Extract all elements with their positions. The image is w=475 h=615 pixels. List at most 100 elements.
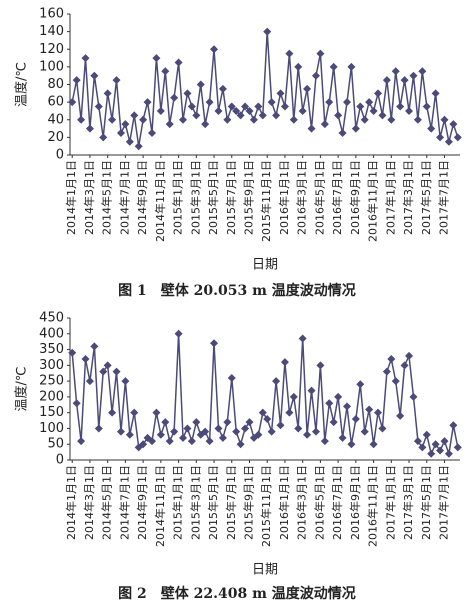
point-marker	[174, 329, 183, 338]
point-marker	[170, 427, 179, 436]
point-marker	[227, 102, 236, 111]
point-marker	[147, 437, 156, 446]
x-tick-label: 2017年1月1日	[383, 160, 397, 235]
point-marker	[125, 430, 134, 439]
point-marker	[94, 424, 103, 433]
x-tick-label: 2015年11月1日	[259, 465, 273, 547]
y-tick-label: 160	[39, 7, 64, 22]
point-marker	[294, 424, 303, 433]
x-tick-label: 2014年7月1日	[117, 160, 131, 235]
x-tick-label: 2015年9月1日	[241, 465, 255, 540]
x-axis-title: 日期	[252, 563, 278, 578]
point-marker	[241, 102, 250, 111]
x-tick-label: 2015年11月1日	[259, 160, 273, 242]
point-marker	[298, 106, 307, 115]
x-tick-label: 2016年7月1日	[330, 160, 344, 235]
point-marker	[183, 424, 192, 433]
point-marker	[311, 427, 320, 436]
x-tick-label: 2016年5月1日	[312, 160, 326, 235]
point-marker	[449, 421, 458, 430]
point-marker	[413, 437, 422, 446]
point-marker	[280, 102, 289, 111]
point-marker	[431, 89, 440, 98]
x-tick-label: 2016年3月1日	[295, 160, 309, 235]
y-tick-label: 100	[39, 59, 64, 74]
y-tick-label: 300	[39, 358, 64, 373]
point-marker	[90, 342, 99, 351]
point-marker	[409, 392, 418, 401]
point-marker	[68, 348, 77, 357]
point-marker	[391, 377, 400, 386]
point-marker	[196, 80, 205, 89]
point-marker	[72, 399, 81, 408]
point-marker	[99, 367, 108, 376]
point-marker	[267, 427, 276, 436]
y-tick-label: 200	[39, 389, 64, 404]
point-marker	[192, 418, 201, 427]
x-tick-label: 2014年5月1日	[100, 160, 114, 235]
series-line	[71, 333, 459, 456]
point-marker	[179, 433, 188, 442]
point-marker	[351, 414, 360, 423]
point-marker	[356, 102, 365, 111]
point-marker	[418, 443, 427, 452]
point-marker	[245, 106, 254, 115]
point-marker	[378, 111, 387, 120]
point-marker	[400, 361, 409, 370]
point-marker	[103, 89, 112, 98]
point-marker	[112, 76, 121, 85]
point-marker	[444, 449, 453, 458]
point-marker	[409, 71, 418, 80]
point-marker	[276, 89, 285, 98]
point-marker	[374, 89, 383, 98]
x-tick-label: 2017年3月1日	[401, 160, 415, 235]
x-tick-label: 2015年3月1日	[188, 465, 202, 540]
point-marker	[285, 408, 294, 417]
point-marker	[99, 133, 108, 142]
point-marker	[218, 433, 227, 442]
x-tick-label: 2017年1月1日	[383, 465, 397, 540]
x-tick-label: 2015年5月1日	[206, 160, 220, 235]
y-tick-label: 80	[47, 77, 64, 92]
point-marker	[382, 76, 391, 85]
point-marker	[427, 124, 436, 133]
point-marker	[156, 106, 165, 115]
point-marker	[90, 71, 99, 80]
point-marker	[236, 111, 245, 120]
x-tick-label: 2014年1月1日	[64, 160, 78, 235]
x-tick-label: 2015年3月1日	[188, 160, 202, 235]
point-marker	[236, 440, 245, 449]
point-marker	[418, 67, 427, 76]
point-marker	[387, 115, 396, 124]
point-marker	[413, 115, 422, 124]
point-marker	[112, 367, 121, 376]
point-marker	[249, 115, 258, 124]
point-marker	[316, 49, 325, 58]
point-marker	[130, 111, 139, 120]
point-marker	[161, 418, 170, 427]
point-marker	[347, 440, 356, 449]
point-marker	[116, 427, 125, 436]
point-marker	[108, 408, 117, 417]
point-marker	[192, 111, 201, 120]
x-tick-label: 2014年3月1日	[82, 160, 96, 235]
x-tick-label: 2014年1月1日	[64, 465, 78, 540]
x-tick-label: 2016年1月1日	[277, 465, 291, 540]
point-marker	[356, 380, 365, 389]
point-marker	[307, 386, 316, 395]
point-marker	[453, 133, 462, 142]
x-tick-label: 2016年3月1日	[295, 465, 309, 540]
point-marker	[254, 430, 263, 439]
x-tick-label: 2016年11月1日	[366, 160, 380, 242]
point-marker	[396, 411, 405, 420]
point-marker	[152, 54, 161, 63]
point-marker	[201, 120, 210, 129]
y-tick-label: 60	[47, 95, 64, 110]
point-marker	[276, 421, 285, 430]
point-marker	[289, 392, 298, 401]
x-tick-label: 2015年1月1日	[171, 465, 185, 540]
point-marker	[396, 102, 405, 111]
point-marker	[400, 76, 409, 85]
point-marker	[218, 84, 227, 93]
